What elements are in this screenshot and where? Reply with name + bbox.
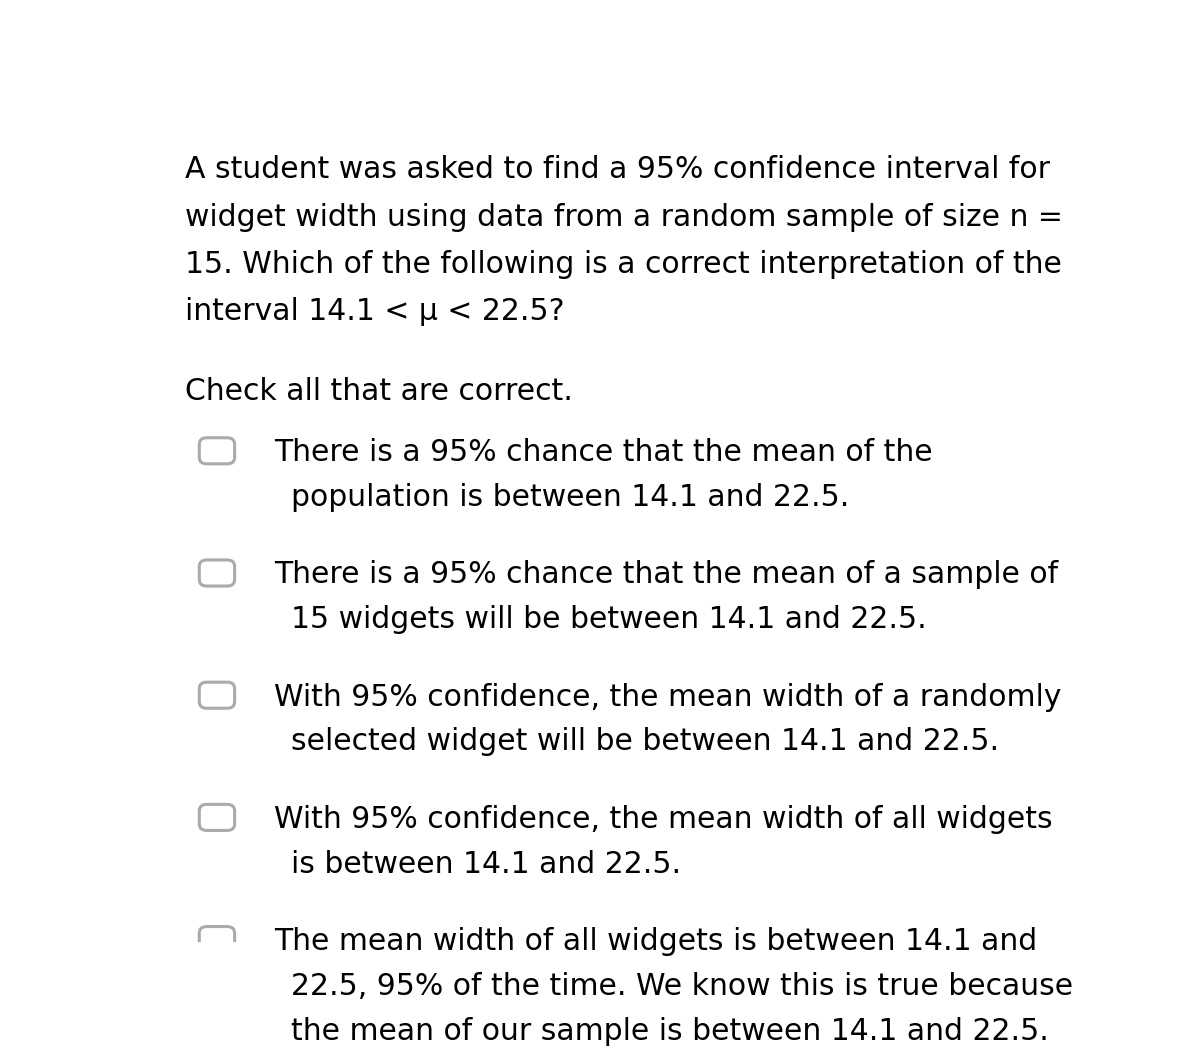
Text: selected widget will be between 14.1 and 22.5.: selected widget will be between 14.1 and… — [292, 727, 1000, 756]
Text: is between 14.1 and 22.5.: is between 14.1 and 22.5. — [292, 850, 682, 878]
FancyBboxPatch shape — [199, 804, 235, 831]
Text: With 95% confidence, the mean width of a randomly: With 95% confidence, the mean width of a… — [274, 682, 1061, 712]
Text: A student was asked to find a 95% confidence interval for: A student was asked to find a 95% confid… — [185, 156, 1050, 184]
Text: There is a 95% chance that the mean of the: There is a 95% chance that the mean of t… — [274, 438, 932, 468]
FancyBboxPatch shape — [199, 438, 235, 463]
Text: interval 14.1 < μ < 22.5?: interval 14.1 < μ < 22.5? — [185, 297, 565, 326]
Text: the mean of our sample is between 14.1 and 22.5.: the mean of our sample is between 14.1 a… — [292, 1017, 1049, 1045]
Text: The mean width of all widgets is between 14.1 and: The mean width of all widgets is between… — [274, 927, 1037, 956]
Text: 22.5, 95% of the time. We know this is true because: 22.5, 95% of the time. We know this is t… — [292, 971, 1074, 1001]
Text: Check all that are correct.: Check all that are correct. — [185, 377, 574, 406]
FancyBboxPatch shape — [199, 560, 235, 586]
Text: There is a 95% chance that the mean of a sample of: There is a 95% chance that the mean of a… — [274, 561, 1058, 589]
Text: 15. Which of the following is a correct interpretation of the: 15. Which of the following is a correct … — [185, 250, 1062, 279]
Text: With 95% confidence, the mean width of all widgets: With 95% confidence, the mean width of a… — [274, 805, 1052, 834]
Text: 15 widgets will be between 14.1 and 22.5.: 15 widgets will be between 14.1 and 22.5… — [292, 605, 928, 634]
Text: widget width using data from a random sample of size n =: widget width using data from a random sa… — [185, 203, 1063, 232]
FancyBboxPatch shape — [199, 682, 235, 708]
FancyBboxPatch shape — [199, 927, 235, 952]
Text: population is between 14.1 and 22.5.: population is between 14.1 and 22.5. — [292, 482, 850, 512]
